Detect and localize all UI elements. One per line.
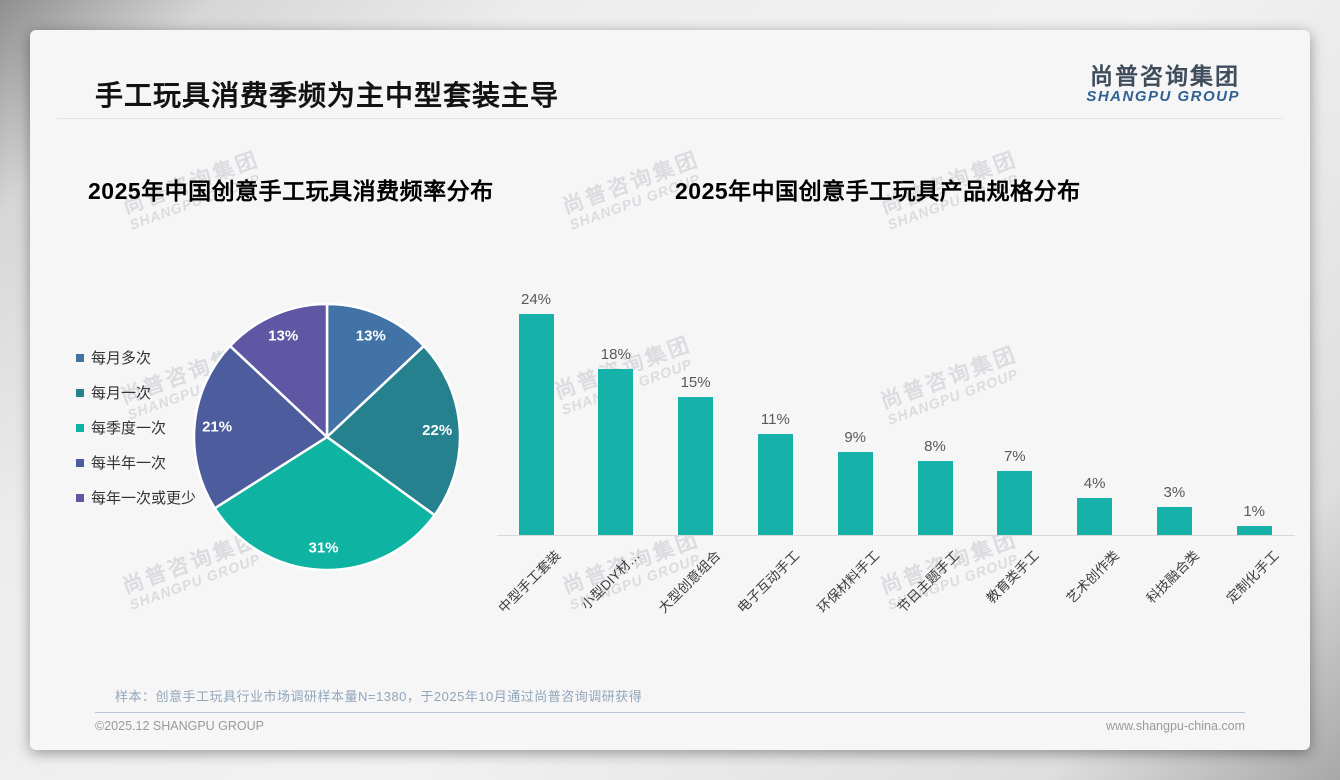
pie-slice-2 bbox=[213, 435, 436, 572]
legend-label: 每月一次 bbox=[91, 385, 152, 402]
pie-slice-0 bbox=[325, 302, 426, 439]
legend-label: 每年一次或更少 bbox=[91, 490, 197, 507]
bar-1 bbox=[598, 369, 634, 535]
bar-value-label-7: 4% bbox=[1083, 475, 1106, 493]
bar-4 bbox=[837, 452, 873, 535]
pie-chart-title: 2025年中国创意手工玩具消费频率分布 bbox=[88, 178, 494, 204]
legend-swatch-icon bbox=[76, 423, 84, 432]
legend-label: 每季度一次 bbox=[91, 420, 167, 437]
legend-item-3: 每半年一次 bbox=[76, 445, 196, 480]
bar-2 bbox=[678, 397, 714, 535]
bar-value-label-4: 9% bbox=[844, 429, 867, 447]
bar-chart-title: 2025年中国创意手工玩具产品规格分布 bbox=[675, 178, 1081, 204]
bar-value-label-6: 7% bbox=[1003, 447, 1026, 465]
logo-chinese-text: 尚普咨询集团 bbox=[1090, 63, 1240, 89]
bar-0 bbox=[518, 314, 554, 535]
pie-data-label-0: 13% bbox=[356, 328, 386, 345]
bar-value-label-5: 8% bbox=[924, 438, 946, 456]
bar-9 bbox=[1236, 525, 1272, 535]
bar-value-label-3: 11% bbox=[760, 410, 790, 428]
website-url: www.shangpu-china.com bbox=[1106, 719, 1245, 733]
logo-english-text: SHANGPU GROUP bbox=[1086, 88, 1240, 106]
legend-label: 每月多次 bbox=[91, 350, 152, 367]
bar-5 bbox=[917, 461, 953, 535]
pie-data-label-2: 31% bbox=[308, 539, 338, 556]
bar-value-label-0: 24% bbox=[520, 291, 552, 309]
copyright-text: ©2025.12 SHANGPU GROUP bbox=[95, 719, 264, 733]
pie-data-label-4: 13% bbox=[268, 328, 298, 345]
pie-data-label-3: 21% bbox=[202, 419, 232, 436]
pie-legend: 每月多次每月一次每季度一次每半年一次每年一次或更少 bbox=[76, 340, 196, 515]
page-title: 手工玩具消费季频为主中型套装主导 bbox=[95, 80, 560, 111]
bar-value-label-9: 1% bbox=[1243, 502, 1266, 520]
pie-data-label-1: 22% bbox=[422, 422, 452, 439]
legend-item-2: 每季度一次 bbox=[76, 410, 196, 445]
footer-divider bbox=[95, 712, 1245, 713]
legend-label: 每半年一次 bbox=[91, 455, 167, 472]
title-divider bbox=[57, 118, 1283, 119]
legend-swatch-icon bbox=[76, 493, 84, 502]
bar-8 bbox=[1156, 507, 1192, 535]
legend-swatch-icon bbox=[76, 353, 84, 362]
pie-slice-1 bbox=[325, 344, 462, 517]
sample-note: 样本：创意手工玩具行业市场调研样本量N=1380，于2025年10月通过尚普咨询… bbox=[115, 689, 643, 704]
pie-chart: 13% 22% 31% 21% 13% bbox=[192, 302, 462, 572]
bar-6 bbox=[997, 470, 1033, 535]
bar-value-label-8: 3% bbox=[1163, 484, 1186, 502]
pie-slice-3 bbox=[192, 344, 329, 510]
bar-value-label-2: 15% bbox=[680, 374, 711, 391]
company-logo: 尚普咨询集团 SHANGPU GROUP bbox=[1086, 63, 1240, 106]
pie-slice-4 bbox=[228, 302, 329, 439]
bar-3 bbox=[757, 433, 793, 535]
legend-item-0: 每月多次 bbox=[76, 340, 196, 375]
bar-value-label-1: 18% bbox=[600, 346, 631, 364]
legend-item-1: 每月一次 bbox=[76, 375, 196, 410]
bar-7 bbox=[1077, 498, 1113, 535]
legend-swatch-icon bbox=[76, 458, 84, 467]
x-axis-line bbox=[497, 535, 1295, 536]
legend-swatch-icon bbox=[76, 388, 84, 397]
legend-item-4: 每年一次或更少 bbox=[76, 480, 196, 515]
